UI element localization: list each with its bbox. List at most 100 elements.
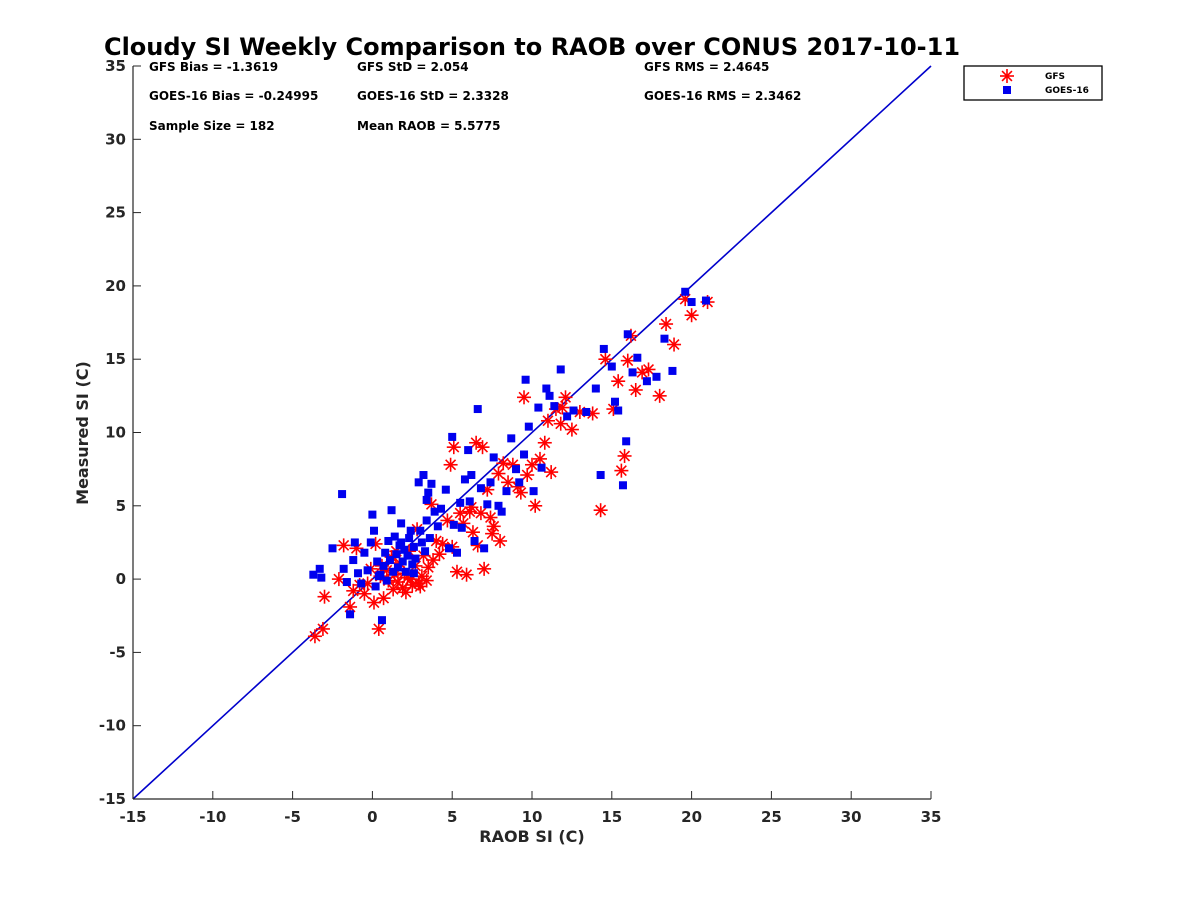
- x-tick-label: -15: [119, 808, 146, 826]
- asterisk-stroke: [392, 576, 404, 588]
- gfs-point: [537, 435, 552, 450]
- asterisk-stroke: [454, 507, 466, 519]
- goes16-point: [470, 536, 479, 545]
- goes16-point: [376, 570, 385, 579]
- goes16-point: [339, 564, 348, 573]
- goes16-point: [309, 570, 318, 579]
- goes16-point: [349, 556, 358, 565]
- gfs-point: [544, 465, 559, 480]
- data-points-layer: [307, 287, 715, 644]
- goes16-point: [381, 548, 390, 557]
- asterisk-stroke: [668, 339, 680, 351]
- goes16-point: [392, 550, 401, 559]
- gfs-point: [475, 440, 490, 455]
- asterisk-stroke: [373, 623, 385, 635]
- gfs-point: [598, 352, 613, 367]
- legend-entry-label: GOES-16: [1045, 86, 1089, 96]
- x-axis-label: RAOB SI (C): [479, 827, 584, 846]
- goes16-point: [397, 519, 406, 528]
- goes16-point: [369, 526, 378, 535]
- asterisk-stroke: [414, 580, 426, 592]
- goes16-point: [452, 548, 461, 557]
- x-tick-label: 30: [841, 808, 862, 826]
- goes16-point: [449, 520, 458, 529]
- asterisk-stroke: [556, 402, 568, 414]
- axes-layer: -15 -10 -5 0 5 10 15 20 25 30 35 -15 -10 -5 0 5 10 15 20 25…: [99, 57, 942, 826]
- stat-annotation: GOES-16 RMS = 2.3462: [644, 89, 801, 103]
- asterisk-stroke: [370, 538, 382, 550]
- y-tick-label: -5: [109, 643, 126, 661]
- goes16-point: [642, 377, 651, 386]
- gfs-point: [620, 353, 635, 368]
- goes16-point: [524, 422, 533, 431]
- gfs-point: [628, 382, 643, 397]
- goes16-point: [529, 487, 538, 496]
- gfs-point: [386, 582, 401, 597]
- goes16-point: [681, 287, 690, 296]
- gfs-point: [366, 595, 381, 610]
- goes16-point: [460, 475, 469, 484]
- asterisk-stroke: [333, 573, 345, 585]
- goes16-point: [366, 538, 375, 547]
- x-tick-label: 35: [921, 808, 942, 826]
- stat-annotation: GOES-16 StD = 2.3328: [357, 89, 509, 103]
- goes16-point: [417, 538, 426, 547]
- y-tick-label: 25: [105, 204, 126, 222]
- gfs-point: [520, 468, 535, 483]
- goes16-point: [457, 523, 466, 532]
- goes16-point: [400, 545, 409, 554]
- gfs-point: [376, 591, 391, 606]
- stat-annotation: GFS StD = 2.054: [357, 60, 469, 74]
- asterisk-stroke: [526, 459, 538, 471]
- gfs-point: [617, 448, 632, 463]
- gfs-point: [611, 374, 626, 389]
- x-tick-label: -5: [284, 808, 301, 826]
- goes16-point: [467, 471, 476, 480]
- goes16-point: [569, 406, 578, 415]
- asterisk-stroke: [587, 407, 599, 419]
- goes16-point: [465, 497, 474, 506]
- asterisk-stroke: [660, 318, 672, 330]
- asterisk-stroke: [441, 514, 453, 526]
- goes16-point: [520, 450, 529, 459]
- goes16-point: [328, 544, 337, 553]
- asterisk-stroke: [607, 403, 619, 415]
- goes16-point: [534, 403, 543, 412]
- gfs-point: [453, 506, 468, 521]
- y-tick-label: 15: [105, 350, 126, 368]
- goes16-point: [494, 501, 503, 510]
- goes16-point: [437, 504, 446, 513]
- goes16-point: [610, 397, 619, 406]
- stat-annotation: GFS RMS = 2.4645: [644, 60, 769, 74]
- asterisk-stroke: [430, 535, 442, 547]
- goes16-point: [338, 490, 347, 499]
- goes16-point: [422, 495, 431, 504]
- goes16-point: [433, 522, 442, 531]
- gfs-point: [614, 463, 629, 478]
- goes16-point: [357, 579, 366, 588]
- y-tick-label: 35: [105, 57, 126, 75]
- asterisk-stroke: [545, 466, 557, 478]
- x-tick-label: 25: [761, 808, 782, 826]
- goes16-point: [377, 616, 386, 625]
- gfs-point: [553, 416, 568, 431]
- goes16-point: [556, 365, 565, 374]
- goes16-point: [464, 446, 473, 455]
- asterisk-stroke: [484, 512, 497, 524]
- goes16-point: [582, 407, 591, 416]
- goes16-point: [414, 478, 423, 487]
- gfs-point: [343, 599, 358, 614]
- goes16-point: [387, 506, 396, 515]
- goes16-point: [371, 582, 380, 591]
- asterisk-stroke: [622, 355, 634, 367]
- gfs-point: [564, 422, 579, 437]
- goes16-point: [486, 478, 495, 487]
- goes16-point: [393, 563, 402, 572]
- asterisk-stroke: [350, 542, 362, 554]
- goes16-point: [701, 296, 710, 305]
- asterisk-stroke: [338, 539, 350, 551]
- gfs-point: [432, 547, 447, 562]
